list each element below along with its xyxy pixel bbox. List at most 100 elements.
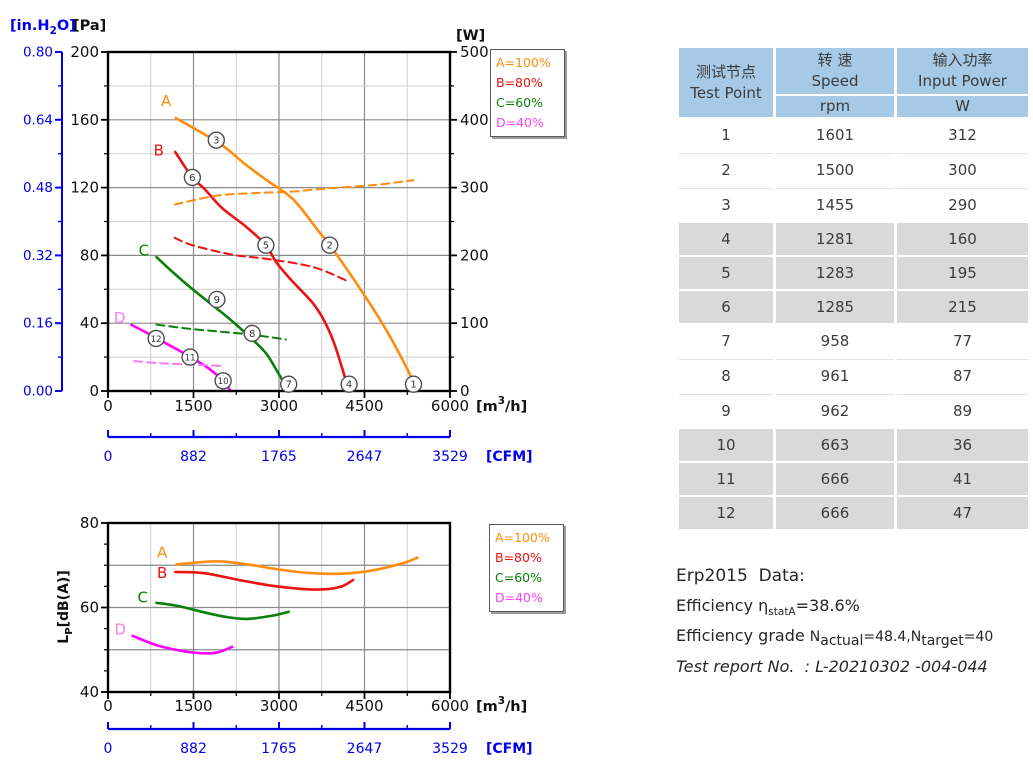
- flow-tick-label: 4500: [345, 697, 383, 715]
- legend-noise-chart: A=100% B=80% C=60% D=40%: [489, 524, 564, 612]
- watt-tick-label: 200: [460, 246, 489, 264]
- inh2o-tick-label: 0.00: [23, 384, 53, 400]
- flow-tick-label: 0: [103, 397, 113, 415]
- db-tick-label: 40: [80, 683, 99, 701]
- cfm-tick-label: 0: [104, 449, 113, 465]
- cfm-axis: 0 882 1765 2647 3529 [CFM]: [104, 722, 533, 757]
- cfm-tick-label: 0: [104, 741, 113, 757]
- erp-text-segment: =48.4,N: [863, 629, 922, 646]
- flow-tick-label: 1500: [174, 397, 212, 415]
- watt-tick-label: 100: [460, 314, 489, 332]
- curve-label-A: A: [161, 92, 172, 110]
- test-point-marker-5: 5: [257, 236, 275, 254]
- speed-cell: 1281: [776, 223, 894, 255]
- axes: 40 60 80 0 1500 3000 4500 6000: [80, 514, 469, 715]
- test-point-cell: 6: [679, 291, 773, 323]
- pa-tick-label: 160: [70, 111, 99, 129]
- inh2o-tick-label: 0.32: [23, 248, 53, 264]
- test-point-cell: 12: [679, 497, 773, 529]
- test-point-cell: 3: [679, 188, 773, 221]
- curve-label-C: C: [139, 241, 149, 259]
- inh2o-tick-label: 0.48: [23, 180, 53, 196]
- speed-cell: 663: [776, 429, 894, 461]
- erp-text-segment: Efficiency η: [676, 596, 769, 615]
- flow-tick-label: 0: [103, 697, 113, 715]
- inh2o-tick-label: 0.80: [23, 45, 53, 61]
- erp-title: Erp2015 Data:: [676, 566, 805, 586]
- grid: [108, 523, 450, 692]
- header-speed: 转 速 Speed: [776, 48, 894, 94]
- inh2o-tick-label: 0.16: [23, 316, 53, 332]
- header-speed-unit: rpm: [776, 96, 894, 117]
- erp-line-efficiency-grade: Efficiency grade Nactual=48.4,Ntarget=40: [676, 626, 993, 649]
- marker-number: 8: [249, 329, 255, 340]
- marker-number: 2: [327, 241, 333, 252]
- cfm-unit-label: [CFM]: [486, 449, 533, 465]
- test-point-marker-3: 3: [207, 131, 226, 149]
- pa-tick-label: 40: [80, 314, 99, 332]
- db-tick-label: 60: [80, 599, 99, 617]
- power-cell: 290: [897, 188, 1028, 221]
- speed-cell: 1601: [776, 119, 894, 151]
- erp-line-efficiency: Efficiency ηstatA=38.6%: [676, 596, 993, 618]
- table-row-8: 8 961 87: [679, 359, 1028, 392]
- marker-number: 10: [218, 377, 229, 387]
- test-point-marker-7: 7: [279, 375, 298, 393]
- erp-line-test-report: Test report No. : L-20210302 -004-044: [676, 657, 993, 676]
- power-cell: 160: [897, 223, 1028, 255]
- table-row-7: 7 958 77: [679, 325, 1028, 357]
- curve-C-power: [155, 323, 287, 341]
- speed-cell: 1283: [776, 257, 894, 289]
- erp-data-block: Erp2015 Data: Efficiency ηstatA=38.6% Eff…: [676, 566, 993, 684]
- marker-number: 6: [189, 173, 195, 184]
- flow-unit-label: [m3/h]: [476, 695, 527, 715]
- table-row-12: 12 666 47: [679, 497, 1028, 529]
- curve-A-power: [173, 179, 415, 206]
- test-point-marker-11: 11: [181, 348, 199, 366]
- marker-number: 11: [185, 354, 196, 364]
- power-cell: 300: [897, 153, 1028, 186]
- marker-number: 3: [213, 136, 219, 147]
- power-cell: 41: [897, 463, 1028, 495]
- power-cell: 89: [897, 394, 1028, 427]
- power-cell: 215: [897, 291, 1028, 323]
- watt-unit-label: [W]: [456, 28, 485, 44]
- test-point-marker-12: 12: [147, 329, 165, 348]
- legend-item-A: A=100%: [495, 530, 550, 545]
- cfm-axis: 0 882 1765 2647 3529 [CFM]: [104, 430, 533, 465]
- speed-cell: 962: [776, 394, 894, 427]
- inh2o-unit-label: [in.H2O]: [10, 18, 76, 37]
- table-row-9: 9 962 89: [679, 394, 1028, 427]
- db-tick-label: 80: [80, 514, 99, 532]
- axes: 0 40 80 120 160 200 0 100 200 300 400 500 0 1500 3000 4…: [70, 43, 488, 415]
- marker-number: 4: [346, 380, 352, 391]
- curve-D-power: [133, 360, 222, 367]
- speed-cell: 666: [776, 463, 894, 495]
- marker-number: 12: [151, 335, 162, 345]
- cfm-tick-label: 2647: [347, 449, 383, 465]
- test-point-cell: 9: [679, 394, 773, 427]
- legend-item-D: D=40%: [495, 590, 543, 605]
- flow-tick-label: 1500: [174, 697, 212, 715]
- table-row-5: 5 1283 195: [679, 257, 1028, 289]
- speed-cell: 961: [776, 359, 894, 392]
- flow-tick-label: 3000: [260, 397, 298, 415]
- erp-text-segment: N: [809, 629, 821, 646]
- test-point-cell: 5: [679, 257, 773, 289]
- cfm-tick-label: 3529: [432, 449, 468, 465]
- curve-A-noise: [175, 556, 419, 576]
- speed-cell: 1285: [776, 291, 894, 323]
- table-row-6: 6 1285 215: [679, 291, 1028, 323]
- flow-tick-label: 6000: [431, 397, 469, 415]
- erp-text-segment: Test report No. : L-20210302 -004-044: [676, 657, 988, 677]
- cfm-tick-label: 1765: [261, 449, 297, 465]
- test-point-table: 测试节点 Test Point 转 速 Speed 输入功率 Input Power rpm…: [676, 46, 1031, 531]
- test-point-marker-9: 9: [208, 290, 226, 309]
- curve-label-D: D: [114, 309, 126, 327]
- curve-A-pressure: [174, 116, 419, 393]
- speed-cell: 666: [776, 497, 894, 529]
- watt-tick-label: 500: [460, 43, 489, 61]
